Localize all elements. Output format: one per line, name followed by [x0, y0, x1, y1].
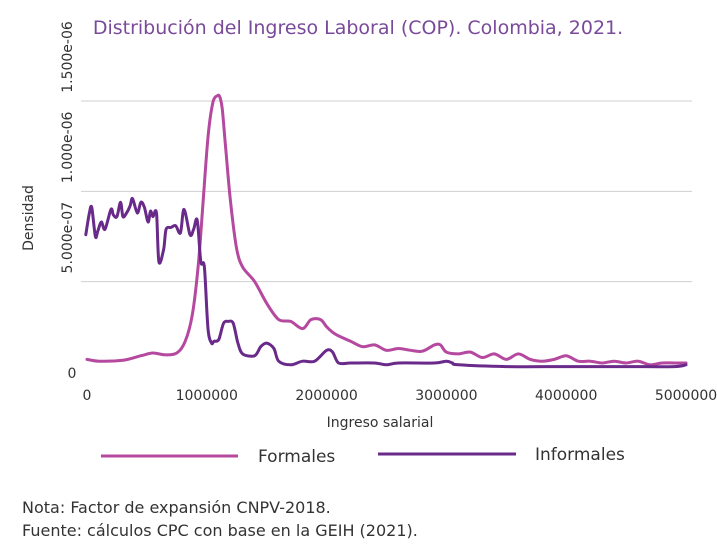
x-tick-label: 4000000 [535, 388, 597, 404]
series-line-formales [85, 93, 688, 367]
chart-notes: Nota: Factor de expansión CNPV-2018. Fue… [22, 496, 418, 542]
x-tick-label: 5000000 [655, 388, 717, 404]
legend: Formales Informales [101, 445, 625, 467]
x-tick-label: 3000000 [415, 388, 477, 404]
grid-layer [81, 100, 692, 283]
source-text: Fuente: cálculos CPC con base en la GEIH… [22, 521, 418, 540]
y-tick-label: 1.500e-06 [60, 21, 76, 93]
x-axis-ticks: 0 1000000 2000000 3000000 4000000 5000000 [83, 388, 717, 404]
note-text: Nota: Factor de expansión CNPV-2018. [22, 498, 331, 517]
y-tick-label: 1.000e-06 [60, 111, 76, 183]
x-tick-label: 2000000 [295, 388, 357, 404]
y-axis-label: Densidad [21, 185, 37, 251]
chart-title: Distribución del Ingreso Laboral (COP). … [93, 17, 623, 39]
y-tick-label: 0 [68, 366, 77, 382]
series-layer [84, 93, 688, 369]
legend-label: Informales [535, 445, 625, 465]
legend-label: Formales [258, 447, 335, 467]
x-tick-label: 0 [83, 388, 92, 404]
x-axis-label: Ingreso salarial [327, 415, 434, 431]
y-tick-label: 5.000e-07 [60, 202, 76, 274]
x-tick-label: 1000000 [176, 388, 238, 404]
series-line-informales [84, 196, 688, 369]
y-axis-ticks: 0 5.000e-07 1.000e-06 1.500e-06 [60, 21, 76, 382]
